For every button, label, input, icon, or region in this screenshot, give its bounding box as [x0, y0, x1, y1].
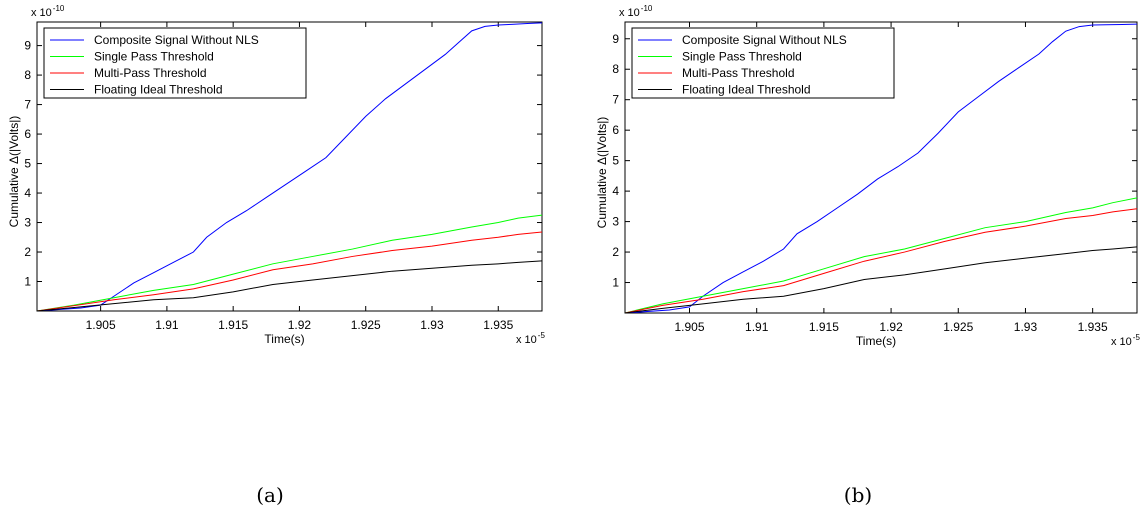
- y-exponent: -10: [641, 4, 653, 13]
- y-tick-label: 2: [612, 245, 619, 259]
- x-axis-label: Time(s): [856, 334, 896, 348]
- y-tick-label: 5: [612, 154, 619, 168]
- y-tick-label: 1: [24, 275, 31, 289]
- y-tick-label: 8: [24, 68, 31, 82]
- legend-label: Floating Ideal Threshold: [682, 83, 811, 97]
- x-tick-label: 1.93: [1014, 320, 1038, 334]
- x-tick-label: 1.905: [674, 320, 704, 334]
- x-exponent: -5: [1133, 333, 1141, 342]
- y-tick-label: 3: [612, 215, 619, 229]
- series-line-single-pass-threshold: [37, 214, 542, 311]
- y-tick-label: 2: [24, 245, 31, 259]
- y-exponent-label: x 10-10: [31, 4, 65, 19]
- y-tick-label: 5: [24, 157, 31, 171]
- y-tick-label: 8: [612, 62, 619, 76]
- y-tick-label: 9: [24, 39, 31, 53]
- series-line-floating-ideal-threshold: [625, 246, 1137, 313]
- y-tick-label: 7: [24, 98, 31, 112]
- legend-label: Composite Signal Without NLS: [94, 33, 259, 47]
- legend-label: Single Pass Threshold: [682, 50, 802, 64]
- chart-panel-b: 1 2 3 4 5 6 7 8 9 1.905 1.91 1.915 1.92 1.925 1.93 1.93…: [595, 4, 1140, 507]
- legend-label: Floating Ideal Threshold: [94, 83, 223, 97]
- x-tick-label: 1.905: [86, 318, 116, 332]
- x-axis-label: Time(s): [264, 332, 304, 346]
- legend-label: Multi-Pass Threshold: [682, 66, 795, 80]
- series-line-floating-ideal-threshold: [37, 260, 542, 311]
- y-tick-label: 9: [612, 32, 619, 46]
- series-line-single-pass-threshold: [625, 197, 1137, 313]
- y-tick-label: 4: [24, 186, 31, 200]
- x-tick-label: 1.93: [420, 318, 444, 332]
- panel-caption: (b): [844, 483, 872, 507]
- y-axis-label: Cumulative Δ(|Volts|): [595, 117, 609, 229]
- y-axis-label: Cumulative Δ(|Volts|): [7, 116, 21, 228]
- x-tick-label: 1.91: [155, 318, 179, 332]
- x-tick-label: 1.925: [943, 320, 973, 334]
- series-line-composite-signal-without-nls: [37, 22, 542, 311]
- legend-box: [631, 27, 895, 99]
- legend-label: Multi-Pass Threshold: [94, 66, 207, 80]
- legend: Composite Signal Without NLS Single Pass …: [631, 27, 895, 99]
- y-tick-label: 7: [612, 93, 619, 107]
- x-tick-label: 1.935: [1078, 320, 1108, 334]
- x-tick-label: 1.915: [218, 318, 248, 332]
- y-tick-label: 4: [612, 184, 619, 198]
- x-tick-label: 1.91: [745, 320, 769, 334]
- y-multiplier: x 10: [31, 7, 52, 19]
- y-tick-label: 1: [612, 276, 619, 290]
- x-exponent-label: x 10-5: [1111, 333, 1140, 348]
- x-tick-label: 1.915: [809, 320, 839, 334]
- x-multiplier: x 10: [516, 334, 537, 346]
- y-tick-label: 6: [24, 127, 31, 141]
- x-tick-label: 1.92: [288, 318, 312, 332]
- series-line-multi-pass-threshold: [37, 231, 542, 311]
- y-tick-label: 6: [612, 123, 619, 137]
- chart-panel-a: 1 2 3 4 5 6 7 8 9 1.905 1.91 1.915 1.92 1.925 1.93 1.93…: [7, 4, 545, 507]
- y-exponent-label: x 10-10: [619, 4, 653, 19]
- y-exponent: -10: [53, 4, 65, 13]
- panel-caption: (a): [256, 483, 284, 507]
- legend-label: Single Pass Threshold: [94, 50, 214, 64]
- x-tick-label: 1.925: [351, 318, 381, 332]
- x-tick-label: 1.935: [483, 318, 513, 332]
- x-tick-label: 1.92: [879, 320, 903, 334]
- x-exponent-label: x 10-5: [516, 331, 545, 346]
- x-multiplier: x 10: [1111, 336, 1132, 348]
- legend-box: [43, 27, 307, 99]
- y-multiplier: x 10: [619, 7, 640, 19]
- legend-label: Composite Signal Without NLS: [682, 33, 847, 47]
- series-line-multi-pass-threshold: [625, 208, 1137, 313]
- x-exponent: -5: [538, 331, 546, 340]
- legend: Composite Signal Without NLS Single Pass …: [43, 27, 307, 99]
- y-tick-label: 3: [24, 216, 31, 230]
- series-line-composite-signal-without-nls: [625, 23, 1137, 313]
